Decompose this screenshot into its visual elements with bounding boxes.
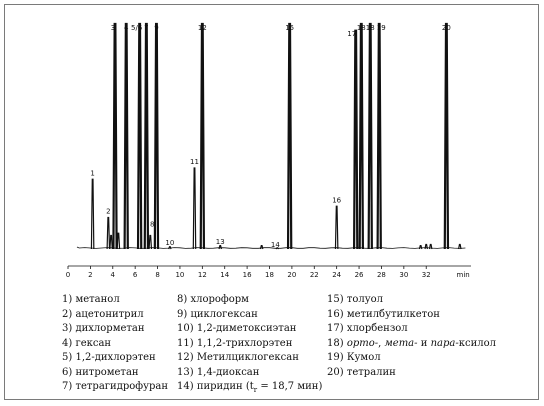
peak-15 xyxy=(286,22,293,250)
peak-20 xyxy=(443,22,450,250)
peak-minor-26 xyxy=(458,243,462,250)
peak-label-18-20: 18 xyxy=(366,24,375,32)
x-tick-label-20: 20 xyxy=(287,271,296,279)
peak-16 xyxy=(334,205,339,250)
peak-label-10-10: 10 xyxy=(165,239,174,247)
peak-label-5-6-6: 5/6 xyxy=(131,24,143,32)
x-tick-label-30: 30 xyxy=(399,271,408,279)
peak-label-13-13: 13 xyxy=(216,238,225,246)
x-tick-label-22: 22 xyxy=(310,271,319,279)
peak-label-19-21: 19 xyxy=(377,24,386,32)
x-tick-label-32: 32 xyxy=(422,271,431,279)
peak-minor-23 xyxy=(424,243,429,250)
peak-11 xyxy=(192,167,197,250)
peak-label-14-15: 14 xyxy=(271,241,280,249)
peak-18 xyxy=(358,22,364,250)
peak-18 xyxy=(367,22,373,250)
peak-13 xyxy=(218,245,223,250)
x-tick-label-28: 28 xyxy=(377,271,386,279)
x-tick-label-2: 2 xyxy=(88,271,92,279)
peak-label-9-9: 9 xyxy=(154,24,158,32)
peak-label-1-0: 1 xyxy=(90,169,94,177)
peak-label-20-25: 20 xyxy=(442,24,451,32)
peak-1 xyxy=(90,178,95,250)
peak-label-11-11: 11 xyxy=(190,158,199,166)
x-tick-label-16: 16 xyxy=(243,271,252,279)
peak-12 xyxy=(199,22,206,250)
peak-8 xyxy=(148,234,153,250)
peak-label-8-8: 8 xyxy=(150,221,154,229)
peak-5-6 xyxy=(136,22,143,250)
x-tick-label-12: 12 xyxy=(198,271,207,279)
x-tick-label-14: 14 xyxy=(220,271,229,279)
x-tick-label-4: 4 xyxy=(111,271,116,279)
peak-2 xyxy=(106,216,111,250)
peak-minor-4 xyxy=(116,232,121,250)
peak-minor-2 xyxy=(109,234,113,250)
peak-4 xyxy=(123,22,129,250)
x-tick-label-24: 24 xyxy=(332,271,341,279)
x-tick-label-8: 8 xyxy=(155,271,159,279)
peak-label-7-7: 7 xyxy=(144,24,148,32)
x-tick-label-10: 10 xyxy=(175,271,184,279)
peak-7 xyxy=(143,22,150,250)
peak-label-16-17: 16 xyxy=(332,196,341,204)
peak-14 xyxy=(275,247,280,250)
peak-label-18-19: 18 xyxy=(357,24,366,32)
peak-9 xyxy=(153,22,160,250)
x-tick-label-18: 18 xyxy=(265,271,274,279)
peak-label-15-16: 15 xyxy=(285,24,294,32)
peak-minor-22 xyxy=(418,245,423,250)
peak-17 xyxy=(352,29,359,250)
peak-19 xyxy=(376,22,382,250)
peak-label-3-3: 3 xyxy=(111,24,115,32)
peak-label-17-18: 17 xyxy=(347,30,356,38)
peak-minor-14 xyxy=(259,245,264,250)
peak-label-12-12: 12 xyxy=(198,24,207,32)
peak-3 xyxy=(112,22,118,250)
peak-10 xyxy=(168,246,172,250)
peak-label-2-1: 2 xyxy=(106,208,110,216)
peak-minor-24 xyxy=(428,243,433,250)
x-unit-label: min xyxy=(457,271,470,279)
x-tick-label-26: 26 xyxy=(355,271,364,279)
peak-label-4-5: 4 xyxy=(124,24,129,32)
x-tick-label-0: 0 xyxy=(66,271,70,279)
x-tick-label-6: 6 xyxy=(133,271,138,279)
